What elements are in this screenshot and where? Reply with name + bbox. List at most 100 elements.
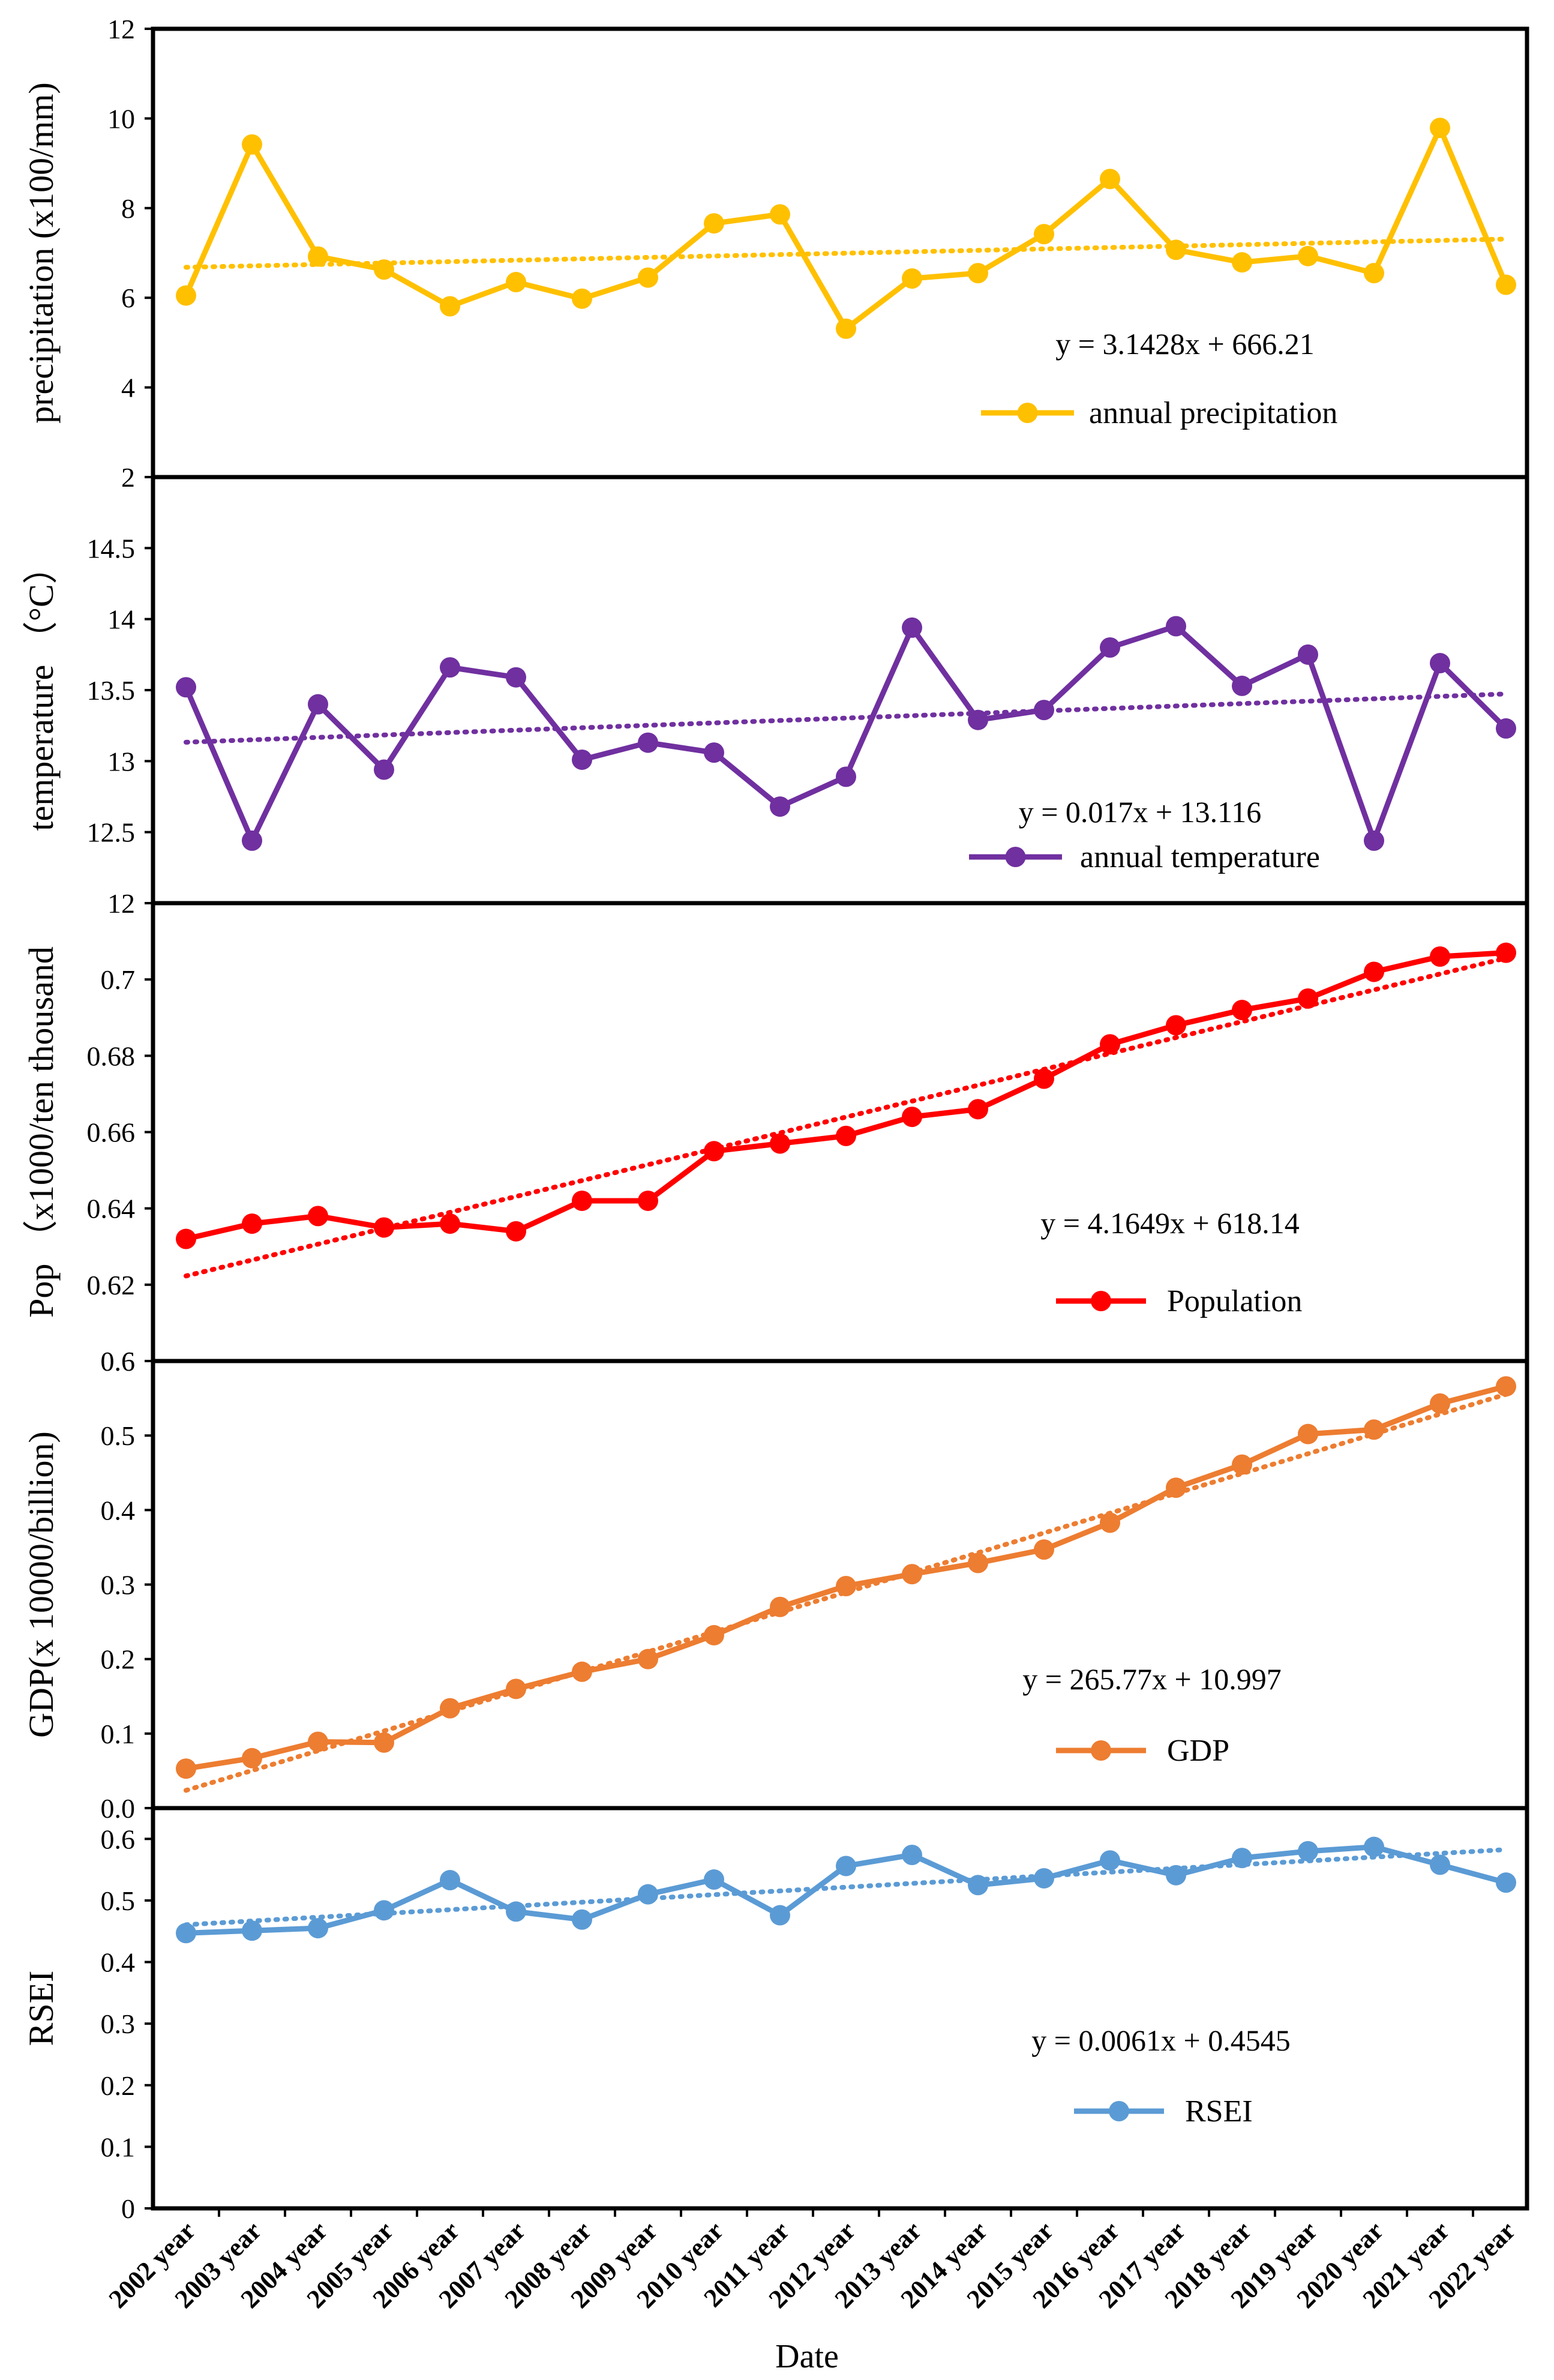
data-point (704, 1141, 724, 1162)
trend-line (184, 1847, 1508, 1928)
legend-label: annual precipitation (1089, 396, 1337, 430)
data-point (308, 1206, 328, 1227)
data-point (242, 1920, 262, 1941)
data-point (902, 1107, 922, 1128)
data-point (308, 694, 328, 715)
data-point (704, 742, 724, 763)
trend-line (184, 955, 1508, 1279)
trend-equation: y = 265.77x + 10.997 (1022, 1662, 1281, 1696)
y-tick-label: 0.62 (87, 1270, 136, 1300)
data-point (1430, 118, 1450, 139)
data-point (1298, 644, 1318, 665)
data-point (1166, 1477, 1186, 1498)
data-point (308, 246, 328, 267)
trend-equation: y = 0.017x + 13.116 (1019, 795, 1262, 829)
data-point (770, 1905, 790, 1926)
data-point (572, 288, 592, 309)
data-point (1166, 616, 1186, 637)
data-point (638, 1648, 658, 1669)
panel-pop: 0.6 0.62 0.64 0.66 0.68 0.7 Pop （x1000/ten tho… (22, 901, 1529, 1377)
y-axis-label: precipitation (x100/mm) (22, 82, 61, 424)
data-point (506, 1221, 526, 1242)
data-point (308, 1731, 328, 1752)
legend-label: RSEI (1185, 2094, 1253, 2129)
y-tick-label: 0.68 (87, 1041, 136, 1071)
data-point (1298, 1841, 1318, 1862)
data-point (572, 1909, 592, 1930)
data-point (902, 1564, 922, 1585)
data-point (440, 1213, 460, 1234)
data-point (242, 830, 262, 851)
data-point (638, 732, 658, 753)
data-point (1100, 1512, 1120, 1533)
y-tick-label: 14 (107, 604, 135, 635)
y-tick-label: 2 (121, 462, 135, 493)
y-axis-label: Pop （x1000/ten thousand (22, 946, 61, 1318)
legend-label: Population (1167, 1284, 1302, 1318)
y-tick-label: 0.4 (101, 1495, 136, 1525)
data-point (704, 1624, 724, 1645)
data-point (1496, 1872, 1516, 1893)
data-point (1298, 245, 1318, 266)
data-point (1364, 961, 1384, 982)
data-point (1298, 1423, 1318, 1444)
data-point (506, 1678, 526, 1699)
y-tick-label: 0.5 (101, 1886, 136, 1916)
data-point (176, 1758, 196, 1779)
data-point (1496, 718, 1516, 739)
y-tick-label: 0.3 (101, 2009, 136, 2039)
data-point (440, 296, 460, 317)
data-point (1364, 1419, 1384, 1440)
y-tick-label: 0.7 (101, 964, 136, 995)
y-tick-label: 4 (121, 373, 135, 403)
y-tick-label: 0.2 (101, 2070, 136, 2101)
data-point (1232, 1454, 1252, 1475)
data-point (704, 213, 724, 234)
data-point (440, 1698, 460, 1719)
data-point (1232, 1848, 1252, 1869)
data-point (242, 1747, 262, 1768)
y-tick-label: 0.1 (101, 2132, 136, 2162)
data-point (836, 1575, 856, 1596)
data-point (572, 749, 592, 770)
data-point (440, 657, 460, 678)
data-point (308, 1918, 328, 1939)
legend-marker (1005, 847, 1026, 867)
panel-frame (151, 1806, 1529, 2211)
data-point (902, 268, 922, 289)
data-point (1166, 1865, 1186, 1886)
data-point (836, 1125, 856, 1146)
data-point (1232, 675, 1252, 696)
y-tick-label: 12.5 (87, 817, 136, 848)
data-point (638, 267, 658, 288)
y-tick-label: 14.5 (87, 533, 136, 563)
data-point (1100, 1850, 1120, 1871)
legend-label: annual temperature (1080, 840, 1320, 874)
data-point (374, 1732, 394, 1753)
data-point (242, 1213, 262, 1234)
data-point (506, 1901, 526, 1922)
data-point (770, 796, 790, 817)
data-point (176, 1228, 196, 1249)
data-point (770, 1596, 790, 1617)
data-point (572, 1190, 592, 1211)
data-point (770, 1133, 790, 1154)
y-tick-label: 0.1 (101, 1719, 136, 1749)
data-point (968, 1875, 988, 1896)
data-point (1166, 239, 1186, 260)
y-tick-label: 0.3 (101, 1570, 136, 1600)
y-tick-label: 0.64 (87, 1194, 136, 1224)
y-tick-label: 0 (121, 2193, 135, 2224)
legend-marker (1109, 2101, 1129, 2121)
data-point (902, 1844, 922, 1865)
data-point (1100, 637, 1120, 658)
y-tick-label: 13 (107, 746, 135, 777)
data-point (1430, 946, 1450, 967)
y-tick-label: 0.6 (101, 1824, 136, 1854)
data-point (440, 1870, 460, 1891)
y-axis-label: GDP(x 10000/billion) (22, 1431, 61, 1738)
data-point (374, 259, 394, 280)
data-point (902, 617, 922, 638)
